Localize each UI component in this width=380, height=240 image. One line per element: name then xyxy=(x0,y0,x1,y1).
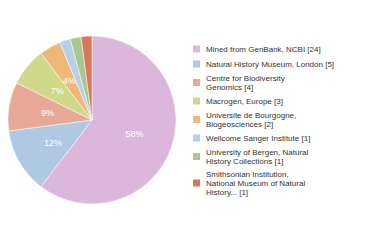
svg-text:7%: 7% xyxy=(51,86,64,96)
svg-text:Macrogen, Europe [3]: Macrogen, Europe [3] xyxy=(206,97,283,106)
svg-text:9%: 9% xyxy=(41,108,54,118)
svg-text:Wellcome Sanger Institute [1]: Wellcome Sanger Institute [1] xyxy=(206,134,310,143)
svg-text:Mined from GenBank, NCBI [24]: Mined from GenBank, NCBI [24] xyxy=(206,45,321,54)
svg-text:12%: 12% xyxy=(44,138,62,148)
svg-text:National Museum of Natural: National Museum of Natural xyxy=(206,179,305,188)
svg-text:History Collections [1]: History Collections [1] xyxy=(206,157,283,166)
svg-text:History... [1]: History... [1] xyxy=(206,188,248,197)
svg-text:Biogeosciences [2]: Biogeosciences [2] xyxy=(206,120,273,129)
svg-text:58%: 58% xyxy=(126,129,144,139)
svg-text:Natural History Museum, London: Natural History Museum, London [5] xyxy=(206,60,334,69)
svg-text:Centre for Biodiversity: Centre for Biodiversity xyxy=(206,74,285,83)
svg-text:4%: 4% xyxy=(63,76,76,86)
svg-text:Universite de Bourgogne,: Universite de Bourgogne, xyxy=(206,111,296,120)
svg-text:Smithsonian Institution,: Smithsonian Institution, xyxy=(206,170,289,179)
svg-text:University of Bergen, Natural: University of Bergen, Natural xyxy=(206,148,308,157)
svg-text:Genomics [4]: Genomics [4] xyxy=(206,83,253,92)
